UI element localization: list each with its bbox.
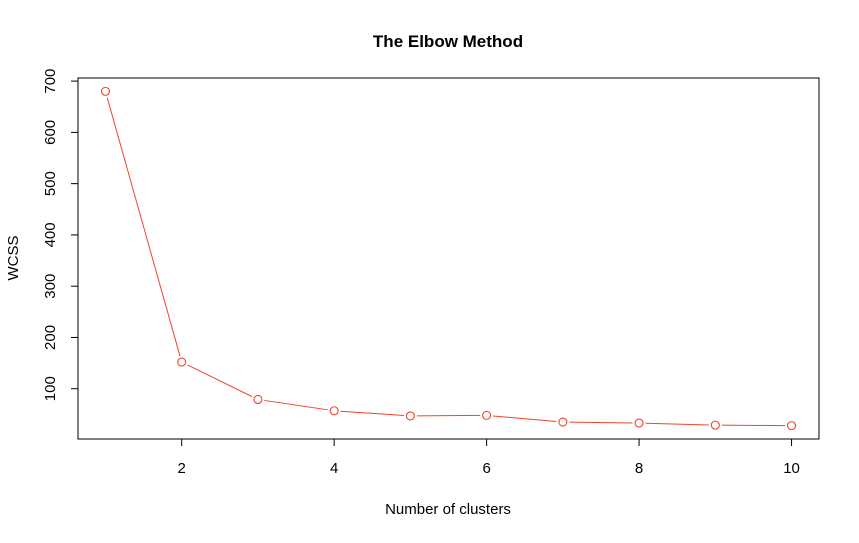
y-tick-label: 400 bbox=[42, 222, 59, 247]
data-point bbox=[483, 411, 491, 419]
y-tick-label: 700 bbox=[42, 69, 59, 94]
x-axis: 2 4 6 8 10 bbox=[178, 439, 800, 477]
y-tick-label: 100 bbox=[42, 376, 59, 401]
x-tick-label: 4 bbox=[330, 460, 338, 477]
series-segment bbox=[188, 365, 253, 397]
y-axis: 100 200 300 400 500 600 700 bbox=[42, 69, 78, 402]
plot-frame bbox=[78, 78, 819, 439]
data-point bbox=[788, 422, 796, 430]
y-axis-label: WCSS bbox=[5, 236, 22, 281]
x-tick-label: 2 bbox=[178, 460, 186, 477]
data-point bbox=[178, 358, 186, 366]
y-tick-label: 600 bbox=[42, 120, 59, 145]
series-segment bbox=[107, 98, 180, 356]
y-tick-label: 500 bbox=[42, 171, 59, 196]
series-segment bbox=[569, 422, 632, 423]
data-point bbox=[406, 412, 414, 420]
y-tick-label: 300 bbox=[42, 274, 59, 299]
x-tick-label: 6 bbox=[482, 460, 490, 477]
data-point bbox=[254, 395, 262, 403]
x-tick-label: 8 bbox=[635, 460, 643, 477]
series-segment bbox=[646, 423, 709, 425]
data-point bbox=[559, 418, 567, 426]
data-point bbox=[635, 419, 643, 427]
data-point bbox=[330, 407, 338, 415]
data-point bbox=[711, 421, 719, 429]
series-segment bbox=[493, 416, 556, 422]
y-tick-label: 200 bbox=[42, 325, 59, 350]
series-segment bbox=[341, 411, 404, 415]
chart-title: The Elbow Method bbox=[373, 32, 523, 51]
x-tick-label: 10 bbox=[783, 460, 800, 477]
series-segment bbox=[264, 400, 327, 409]
series-layer bbox=[101, 87, 795, 429]
data-point bbox=[101, 87, 109, 95]
x-axis-label: Number of clusters bbox=[385, 501, 511, 518]
